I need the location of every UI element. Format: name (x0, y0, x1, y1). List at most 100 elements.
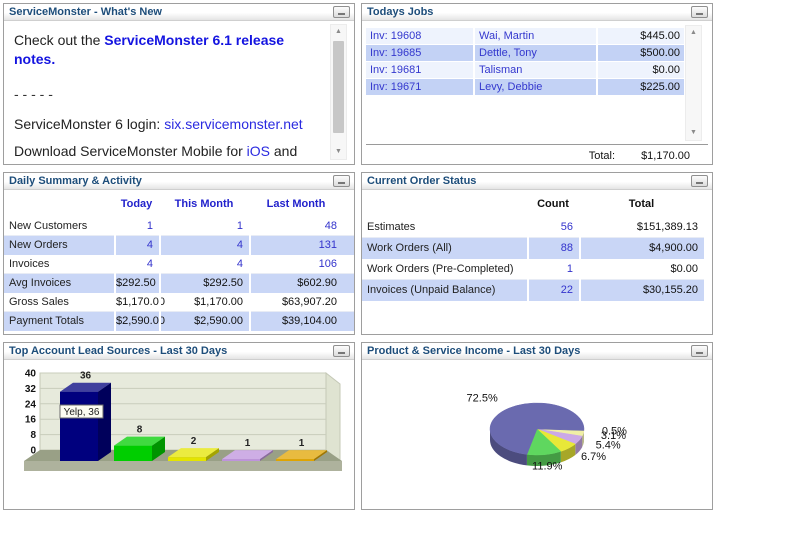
job-amount: $225.00 (596, 79, 684, 95)
panel-lead-sources: Top Account Lead Sources - Last 30 Days … (3, 342, 355, 510)
cell-value[interactable]: 106 (249, 255, 343, 274)
cell-value[interactable]: 48 (249, 217, 343, 236)
bar-top-face (114, 436, 165, 446)
scroll-down-icon[interactable]: ▼ (690, 129, 697, 136)
android-link[interactable]: Android (14, 162, 62, 163)
cell-value: $39,104.00 (249, 312, 343, 331)
panel-income-header[interactable]: Product & Service Income - Last 30 Days (362, 343, 712, 360)
bar-front-face (222, 459, 260, 461)
scroll-up-icon[interactable]: ▲ (335, 28, 342, 35)
pie-slice-72.5%[interactable] (489, 402, 585, 455)
bar-category-4[interactable] (222, 450, 273, 461)
plot-right-wall (325, 371, 341, 463)
bar-value-label: 8 (137, 425, 143, 436)
income-body: 0.5% 3.1% 5.4% 6.7% 11.9% 72.5% (362, 360, 712, 508)
table-row: Gross Sales $1,170.00 $1,170.00 $63,907.20 (4, 293, 354, 312)
total-value: $30,155.20 (579, 280, 704, 301)
count-link[interactable]: 22 (527, 280, 579, 301)
panel-daily-summary: Daily Summary & Activity Today This Month… (3, 172, 355, 335)
minimize-button[interactable] (333, 345, 350, 357)
cell-value[interactable]: 131 (249, 236, 343, 255)
order-status-table: Count Total Estimates 56 $151,389.13 Work Ord… (362, 192, 704, 301)
table-row: Invoices (Unpaid Balance) 22 $30,155.20 (362, 280, 704, 301)
table-row: Inv: 19681 Talisman $0.00 (366, 62, 684, 78)
bar-side-face (314, 450, 327, 461)
panel-title: Todays Jobs (367, 6, 434, 18)
minimize-button[interactable] (691, 345, 708, 357)
cell-value[interactable]: 1 (159, 217, 249, 236)
count-link[interactable]: 56 (527, 217, 579, 238)
customer-link[interactable]: Wai, Martin (473, 28, 596, 44)
column-header: Today (120, 198, 153, 210)
cell-value[interactable]: 4 (114, 255, 159, 274)
bar-top-face (168, 448, 219, 458)
tooltip-box (59, 404, 104, 419)
bar-category-5[interactable] (276, 450, 327, 461)
invoice-link[interactable]: Inv: 19608 (370, 30, 422, 42)
scroll-thumb[interactable] (333, 41, 344, 133)
scroll-up-icon[interactable]: ▲ (690, 29, 697, 36)
panel-daily-summary-header[interactable]: Daily Summary & Activity (4, 173, 354, 190)
cell-value: $602.90 (249, 274, 343, 293)
scrollbar[interactable]: ▲ ▼ (330, 24, 347, 160)
table-row: Avg Invoices $292.50 $292.50 $602.90 (4, 274, 354, 293)
count-link[interactable]: 1 (527, 259, 579, 280)
bar-side-face (152, 436, 165, 461)
cell-value: $292.50 (159, 274, 249, 293)
cell-value[interactable]: 4 (159, 255, 249, 274)
cell-value: $63,907.20 (249, 293, 343, 312)
minimize-button[interactable] (333, 175, 350, 187)
panel-todays-jobs-header[interactable]: Todays Jobs (362, 4, 712, 21)
column-header: Total (628, 198, 655, 210)
panel-lead-sources-header[interactable]: Top Account Lead Sources - Last 30 Days (4, 343, 354, 360)
pie-slice-label: 5.4% (596, 439, 621, 451)
customer-link[interactable]: Talisman (473, 62, 596, 78)
daily-summary-body: Today This Month Last Month New Customers 1 1… (4, 190, 354, 333)
download-prefix: Download ServiceMonster Mobile for (14, 143, 247, 159)
panel-whats-new-header[interactable]: ServiceMonster - What's New (4, 4, 354, 21)
income-pie-chart: 0.5%3.1%5.4%6.7% 11.9% 72.5% (467, 393, 628, 473)
invoice-link[interactable]: Inv: 19685 (370, 47, 422, 59)
pie-slice-side (582, 431, 584, 448)
panel-order-status: Current Order Status Count Total Estimates… (361, 172, 713, 335)
column-spacer (362, 192, 527, 217)
minimize-button[interactable] (333, 6, 350, 18)
invoice-link[interactable]: Inv: 19671 (370, 81, 422, 93)
minimize-button[interactable] (691, 175, 708, 187)
invoice-link[interactable]: Inv: 19681 (370, 64, 422, 76)
bar-category-2[interactable] (114, 436, 165, 461)
count-link[interactable]: 88 (527, 238, 579, 259)
row-label: Gross Sales (9, 296, 69, 308)
customer-link[interactable]: Levy, Debbie (473, 79, 596, 95)
bar-side-face (260, 450, 273, 461)
total-row: Total: $1,170.00 (366, 148, 690, 163)
customer-link[interactable]: Dettle, Tony (473, 45, 596, 61)
ios-link[interactable]: iOS (246, 143, 270, 159)
lead-sources-body: 0 8 16 24 32 40 36 8 2 1 1 Yelp, 36 (4, 360, 354, 508)
bar-category-3[interactable] (168, 448, 219, 461)
cell-value: $2,590.00 (114, 312, 165, 331)
bar-Yelp[interactable] (60, 382, 111, 461)
bar-front-face (168, 457, 206, 461)
pie-slice-label: 72.5% (467, 393, 498, 405)
total-label: Total: (588, 150, 615, 162)
panel-income: Product & Service Income - Last 30 Days … (361, 342, 713, 510)
table-header-row: Count Total (362, 192, 704, 217)
column-header: This Month (174, 198, 234, 210)
release-notes-link[interactable]: ServiceMonster 6.1 release notes. (14, 32, 285, 67)
panel-order-status-header[interactable]: Current Order Status (362, 173, 712, 190)
panel-title: Daily Summary & Activity (9, 175, 142, 187)
minimize-button[interactable] (691, 6, 708, 18)
separator-dashes: - - - - - (14, 86, 53, 102)
table-row: Work Orders (All) 88 $4,900.00 (362, 238, 704, 259)
cell-value[interactable]: 4 (114, 236, 159, 255)
scrollbar[interactable]: ▲ ▼ (685, 25, 702, 141)
row-label: Avg Invoices (9, 277, 72, 289)
scroll-down-icon[interactable]: ▼ (335, 148, 342, 155)
login-link[interactable]: six.servicemonster.net (164, 116, 303, 132)
cell-value[interactable]: 1 (114, 217, 159, 236)
minimize-icon (696, 13, 703, 15)
cell-value[interactable]: 4 (159, 236, 249, 255)
cell-value: $2,590.00 (159, 312, 249, 331)
